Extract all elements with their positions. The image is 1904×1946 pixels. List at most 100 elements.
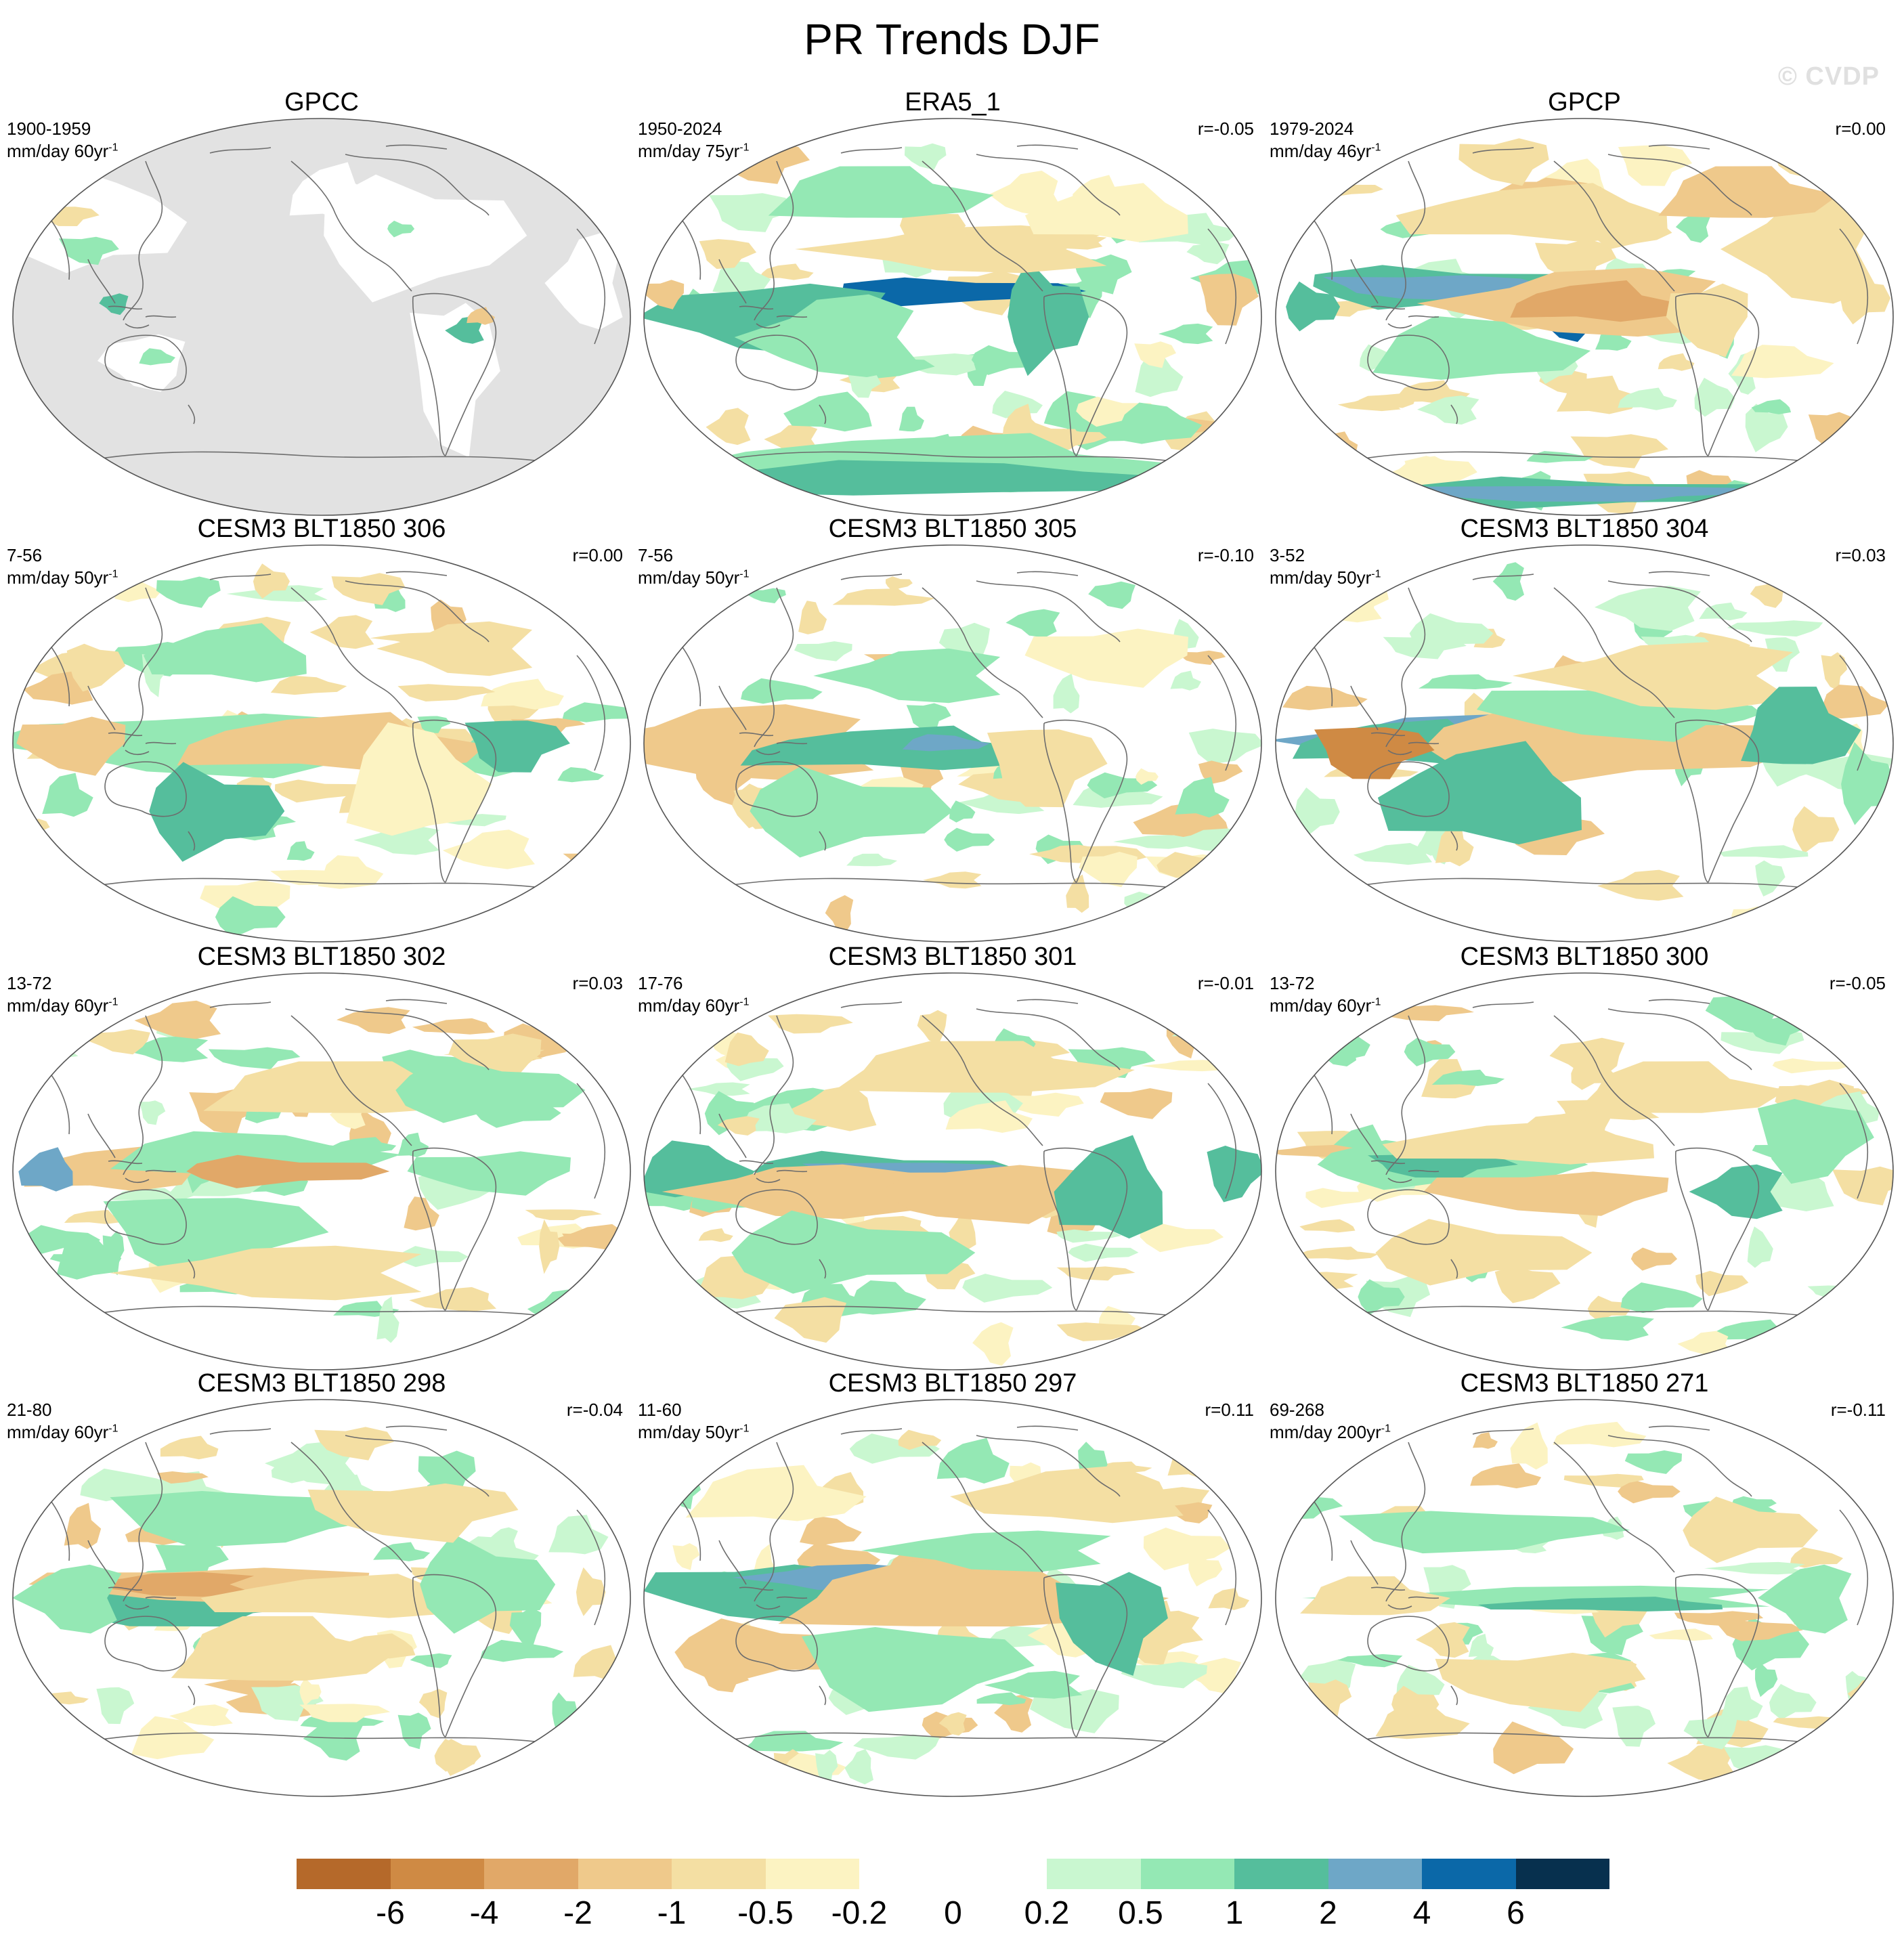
trend-contour [709,193,797,232]
trend-contour [695,1255,773,1299]
pattern-correlation: r=-0.04 [566,1400,623,1420]
colorbar-tick-label: -6 [376,1895,405,1931]
trend-contour [1658,166,1839,218]
trend-contour [1817,685,1890,719]
units-text: mm/day 60yr [7,995,109,1016]
colorbar [297,1859,1609,1889]
trend-contour [1769,1684,1817,1720]
trend-contour [1170,670,1201,691]
units-text: mm/day 75yr [638,141,740,161]
trend-contour [945,1100,1033,1133]
trend-contour [1720,1686,1763,1722]
colorbar-segment [578,1859,672,1889]
colorbar-tick-label: -2 [563,1895,592,1931]
trend-contour [1135,768,1159,785]
trend-contour [668,1710,693,1723]
trend-contour [1196,1030,1256,1058]
trend-contour [1303,899,1343,923]
trend-contour [1293,1247,1379,1260]
units-text: mm/day 50yr [7,567,109,588]
trend-contour [1755,1662,1778,1698]
trend-contour [847,372,882,398]
trend-contour [1494,1266,1561,1303]
map-outline [1275,972,1894,1370]
trend-contour [1337,1653,1403,1668]
trend-contour [58,236,119,265]
trend-contour [1492,562,1524,601]
trend-contour [1718,845,1809,859]
period-label: 69-268 [1270,1400,1324,1420]
colorbar-tick-label: 0.2 [1024,1895,1070,1931]
trend-contour [1165,1502,1213,1523]
trend-contour [768,1014,853,1034]
trend-contour [1563,1473,1644,1488]
trend-contour [575,1022,630,1043]
trend-contour [1620,1282,1703,1314]
trend-contour [987,729,1108,808]
panel-title: CESM3 BLT1850 298 [197,1369,446,1398]
period-label: 21-80 [7,1400,52,1420]
trend-contour [1510,1422,1548,1470]
trend-contour [1758,1564,1852,1634]
trend-contour [1179,650,1226,665]
trend-contour [87,1029,150,1055]
panel-period-units: 1900-1959 mm/day 60yr-1 [7,118,118,163]
trend-contour [56,1232,122,1280]
trend-contour [1024,628,1188,688]
trend-contour [407,1151,571,1196]
pattern-correlation: r=0.03 [1835,545,1886,565]
trend-contour [509,1607,542,1648]
trend-contour [825,895,854,934]
trend-contour [1727,620,1823,637]
trend-contour [13,1745,90,1760]
map-panel: ERA5_1 1950-2024 mm/day 75yr-1 r=-0.05 [638,88,1268,523]
colorbar-tick-label: -1 [657,1895,687,1931]
colorbar-tick-label: 0.5 [1118,1895,1163,1931]
panel-title: CESM3 BLT1850 305 [828,515,1077,543]
panel-title: CESM3 BLT1850 302 [197,943,446,971]
colorbar-segment [1047,1859,1141,1889]
trend-contour [846,1280,926,1315]
trend-contour [1207,1146,1261,1203]
trend-contour [1674,1611,1764,1627]
trend-contour [1143,1528,1231,1571]
trend-map [12,118,631,516]
colorbar-tick-label: -4 [469,1895,499,1931]
trend-contour [1030,1689,1119,1733]
trend-contour [410,1653,452,1668]
pattern-correlation: r=-0.05 [1197,118,1254,139]
trend-contour [724,1032,769,1066]
panel-period-units: 13-72 mm/day 60yr-1 [7,972,118,1017]
colorbar-tick-label: 0 [944,1895,962,1931]
units-exponent: -1 [108,142,118,154]
trend-contour [1745,404,1788,452]
units-exponent: -1 [1371,142,1381,154]
trend-contour [976,1692,1026,1706]
trend-contour [1772,1058,1851,1074]
trend-contour [1088,581,1135,609]
colorbar-segment [859,1859,953,1889]
period-label: 1950-2024 [638,118,722,139]
trend-contour [1368,1154,1518,1178]
trend-contour [801,1627,1035,1712]
trend-contour [1403,485,1779,502]
trend-contour [1141,1060,1228,1072]
trend-contour [1056,1322,1149,1341]
trend-contour [1314,727,1435,779]
trend-contour [275,779,367,803]
colorbar-segment [390,1859,484,1889]
trend-contour [1825,1754,1868,1775]
units-exponent: -1 [739,568,750,580]
trend-contour [1339,1511,1630,1554]
trend-contour [1846,619,1884,635]
trend-contour [64,1502,102,1549]
trend-contour [1056,1229,1122,1243]
trend-contour [1535,238,1617,283]
units-exponent: -1 [1371,568,1381,580]
panel-period-units: 3-52 mm/day 50yr-1 [1270,544,1381,589]
trend-contour [42,773,93,817]
trend-contour [373,585,406,612]
trend-contour [1358,1279,1405,1315]
trend-contour [741,678,823,704]
trend-contour [99,293,129,316]
